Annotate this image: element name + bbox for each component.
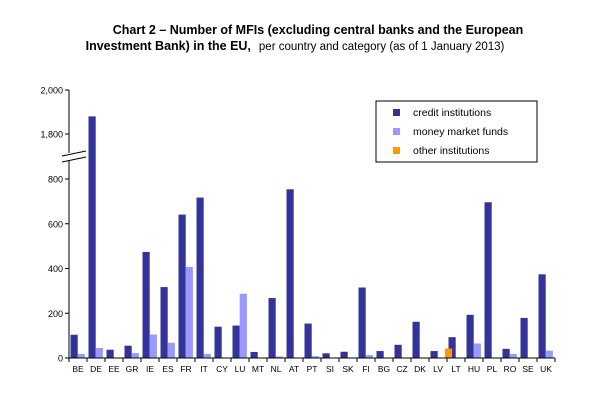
legend-swatch-other-institutions bbox=[393, 147, 400, 154]
chart-title: Chart 2 – Number of MFIs (excluding cent… bbox=[112, 23, 524, 37]
bar-lv-other-institutions bbox=[444, 348, 453, 358]
legend: credit institutions money market funds oth… bbox=[375, 100, 538, 163]
bar-mt-credit-institutions bbox=[250, 351, 258, 358]
bar-gr-money-market-funds bbox=[131, 353, 139, 358]
axis-break-mark-upper bbox=[61, 150, 87, 157]
y-tick-label-400: 400 bbox=[48, 264, 63, 274]
bar-dk-credit-institutions bbox=[412, 321, 420, 358]
x-tick-label-ie: IE bbox=[146, 364, 154, 374]
x-tick-label-lt: LT bbox=[451, 364, 460, 374]
bar-bg-credit-institutions bbox=[376, 351, 384, 358]
chart-title-block: Chart 2 – Number of MFIs (excluding cent… bbox=[0, 22, 590, 55]
x-tick-label-nl: NL bbox=[271, 364, 282, 374]
bar-fr-credit-institutions bbox=[178, 214, 186, 358]
x-tick-label-lu: LU bbox=[235, 364, 246, 374]
chart-title-line2: Investment Bank) in the EU, per country a… bbox=[0, 38, 590, 55]
axes-layer: 0 200 400 600 800 1,800 2,000 BE DE EE GR IE ES FR IT C… bbox=[40, 86, 556, 374]
bar-hu-credit-institutions bbox=[466, 314, 474, 358]
bar-nl-money-market-funds bbox=[275, 356, 283, 358]
x-tick-label-si: SI bbox=[326, 364, 334, 374]
axis-break-gap bbox=[62, 154, 87, 160]
chart-subtitle: per country and category (as of 1 Januar… bbox=[258, 41, 505, 53]
x-tick-label-fi: FI bbox=[362, 364, 370, 374]
x-tick-label-dk: DK bbox=[414, 364, 426, 374]
bar-ro-credit-institutions bbox=[502, 348, 510, 358]
x-tick-label-ro: RO bbox=[504, 364, 517, 374]
bar-es-money-market-funds bbox=[167, 342, 175, 358]
chart-title-bold: Investment Bank) in the EU, bbox=[85, 39, 251, 53]
bar-si-credit-institutions bbox=[322, 353, 330, 358]
bar-pt-credit-institutions bbox=[304, 323, 312, 358]
x-tick-label-pl: PL bbox=[487, 364, 498, 374]
bar-se-credit-institutions bbox=[520, 317, 528, 358]
x-tick-label-bg: BG bbox=[378, 364, 390, 374]
bar-uk-credit-institutions bbox=[538, 274, 546, 358]
x-tick-label-pt: PT bbox=[307, 364, 318, 374]
bar-nl-credit-institutions bbox=[268, 298, 276, 358]
bar-lv-credit-institutions bbox=[430, 351, 438, 358]
y-tick-label-1,800: 1,800 bbox=[40, 130, 63, 140]
bar-hu-money-market-funds bbox=[473, 343, 481, 358]
bar-be-money-market-funds bbox=[77, 353, 85, 358]
bar-lt-credit-institutions bbox=[448, 337, 456, 358]
legend-box bbox=[375, 100, 538, 163]
bar-es-credit-institutions bbox=[160, 287, 168, 358]
x-tick-label-hu: HU bbox=[468, 364, 480, 374]
bar-fr-money-market-funds bbox=[185, 266, 193, 358]
bar-de-credit-institutions bbox=[88, 116, 96, 359]
y-tick-label-0: 0 bbox=[58, 354, 63, 364]
bar-cz-credit-institutions bbox=[394, 344, 402, 358]
x-tick-label-uk: UK bbox=[540, 364, 552, 374]
bar-it-money-market-funds bbox=[203, 353, 211, 358]
legend-swatch-credit-institutions bbox=[393, 109, 400, 116]
y-tick-label-200: 200 bbox=[48, 309, 63, 319]
x-tick-label-gr: GR bbox=[126, 364, 139, 374]
bar-ie-money-market-funds bbox=[149, 334, 157, 358]
y-tick-label-800: 800 bbox=[48, 175, 63, 185]
bar-de-money-market-funds bbox=[95, 347, 103, 358]
bar-it-credit-institutions bbox=[196, 197, 204, 358]
bar-ro-money-market-funds bbox=[509, 353, 517, 358]
bar-gr-credit-institutions bbox=[124, 345, 132, 358]
bar-ee-credit-institutions bbox=[106, 349, 114, 358]
bar-ie-credit-institutions bbox=[142, 251, 150, 358]
bar-lu-money-market-funds bbox=[239, 293, 247, 358]
bar-uk-money-market-funds bbox=[545, 350, 553, 358]
axis-break-mark-lower bbox=[61, 156, 87, 163]
legend-label-credit-institutions: credit institutions bbox=[413, 107, 491, 119]
bar-cy-credit-institutions bbox=[214, 326, 222, 358]
bar-fi-credit-institutions bbox=[358, 287, 366, 358]
x-tick-label-es: ES bbox=[162, 364, 174, 374]
bars-layer bbox=[70, 116, 553, 359]
bar-pt-money-market-funds bbox=[311, 356, 319, 358]
y-tick-label-600: 600 bbox=[48, 219, 63, 229]
x-tick-label-se: SE bbox=[522, 364, 534, 374]
x-tick-label-cz: CZ bbox=[396, 364, 407, 374]
x-tick-label-mt: MT bbox=[252, 364, 264, 374]
bar-fi-money-market-funds bbox=[365, 355, 373, 358]
x-tick-label-sk: SK bbox=[342, 364, 354, 374]
x-tick-label-be: BE bbox=[72, 364, 84, 374]
bar-lu-credit-institutions bbox=[232, 325, 240, 358]
legend-swatch-money-market-funds bbox=[393, 128, 400, 135]
x-tick-label-de: DE bbox=[90, 364, 102, 374]
legend-label-money-market-funds: money market funds bbox=[413, 126, 508, 138]
x-tick-label-ee: EE bbox=[108, 364, 120, 374]
y-tick-label-2,000: 2,000 bbox=[40, 86, 63, 96]
bar-sk-credit-institutions bbox=[340, 351, 348, 358]
x-tick-label-it: IT bbox=[200, 364, 208, 374]
x-tick-label-cy: CY bbox=[216, 364, 228, 374]
x-tick-label-lv: LV bbox=[433, 364, 443, 374]
x-tick-label-fr: FR bbox=[180, 364, 191, 374]
x-tick-label-at: AT bbox=[289, 364, 299, 374]
bar-be-credit-institutions bbox=[70, 334, 78, 358]
bar-at-credit-institutions bbox=[286, 189, 294, 358]
legend-label-other-institutions: other institutions bbox=[413, 145, 489, 157]
bar-pl-credit-institutions bbox=[484, 202, 492, 358]
